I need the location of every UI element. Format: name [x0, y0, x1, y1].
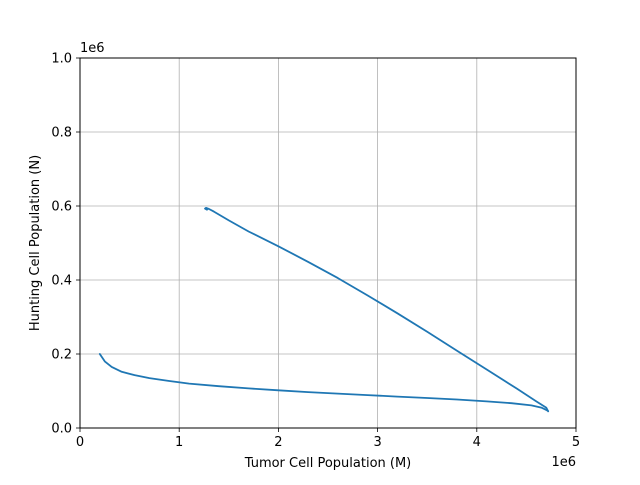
y-axis-offset-label: 1e6	[80, 41, 105, 56]
x-tick-label: 3	[373, 435, 381, 450]
x-axis-offset-label: 1e6	[551, 455, 576, 470]
y-tick-label: 0.6	[51, 200, 72, 215]
series-line	[98, 206, 550, 413]
x-axis-label: Tumor Cell Population (M)	[244, 456, 412, 471]
y-tick-label: 1.0	[51, 52, 72, 67]
series-layer	[98, 206, 550, 413]
x-tick-label: 2	[274, 435, 282, 450]
x-tick-label: 0	[76, 435, 84, 450]
plot-frame	[79, 57, 577, 429]
y-tick-label: 0.8	[51, 126, 72, 141]
x-tick-label: 1	[175, 435, 183, 450]
y-tick-label: 0.0	[51, 422, 72, 437]
axis-ticks: 0 1 2 3 4 5 0.0 0.2 0.4 0.6 0.8 1.0	[51, 52, 580, 451]
x-tick-label: 4	[473, 435, 481, 450]
x-tick-label: 5	[572, 435, 580, 450]
y-axis-label: Hunting Cell Population (N)	[28, 155, 43, 331]
grid-lines	[79, 57, 577, 429]
y-tick-label: 0.2	[51, 348, 72, 363]
y-tick-label: 0.4	[51, 274, 72, 289]
